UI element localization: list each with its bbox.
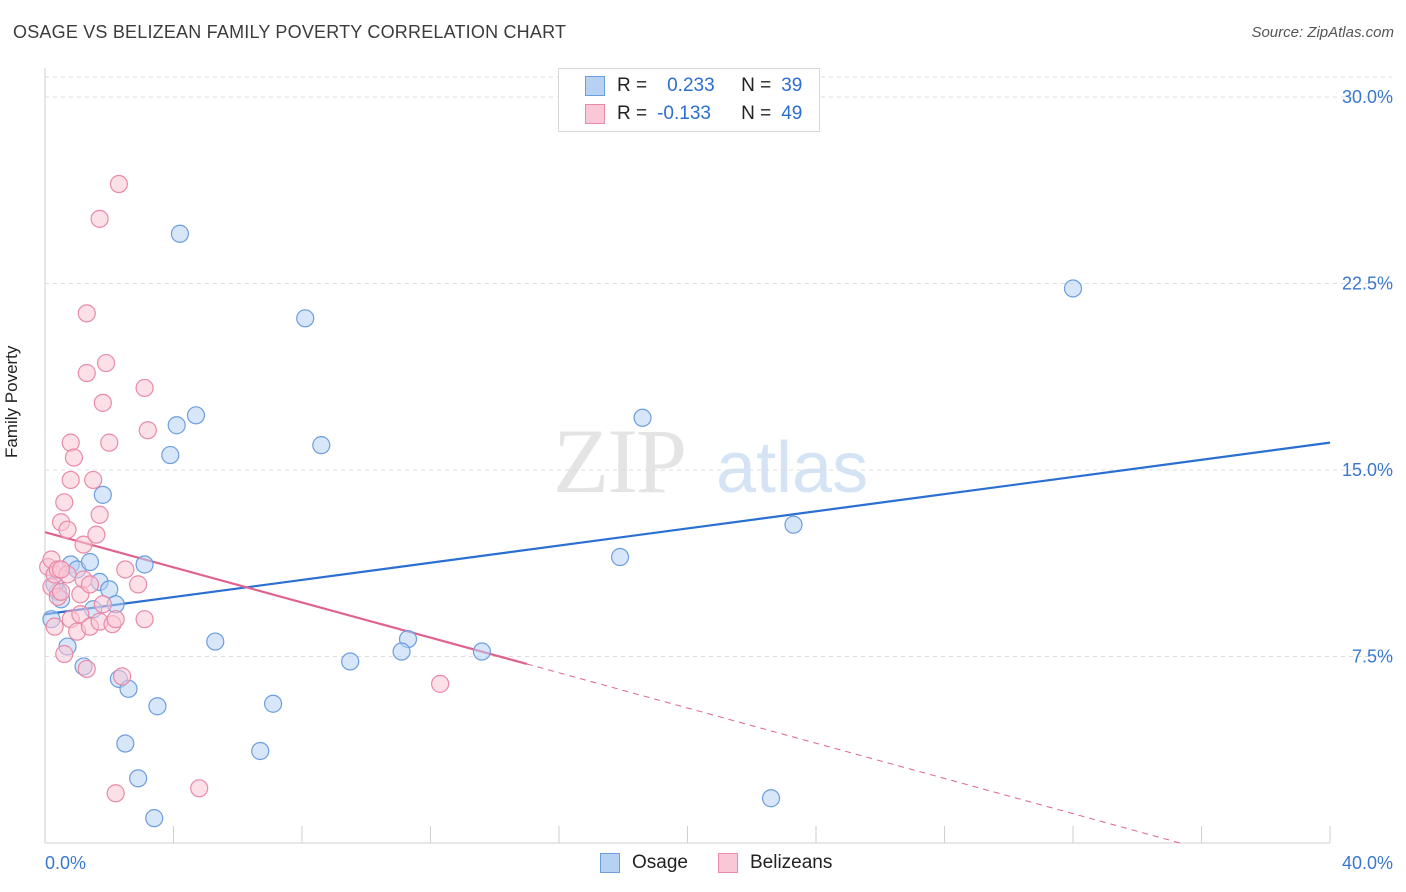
belizean-swatch <box>717 853 738 873</box>
belizean-point <box>51 560 71 579</box>
belizean-point <box>55 493 74 512</box>
legend-r-label: R = <box>617 75 648 96</box>
belizean-point <box>109 174 128 194</box>
watermark-atlas: atlas <box>716 428 868 508</box>
legend-belizeans-label: Belizeans <box>749 852 833 873</box>
belizean-point <box>129 575 148 594</box>
belizean-point <box>45 617 64 636</box>
belizean-point <box>64 448 84 467</box>
osage-point <box>472 642 491 661</box>
legend-r-value: -0.133 <box>657 103 711 124</box>
belizean-point <box>55 644 74 664</box>
y-tick-label: 30.0% <box>1342 87 1393 107</box>
legend-n-value: 39 <box>781 75 803 96</box>
y-tick-label: 7.5% <box>1352 647 1393 667</box>
chart-title: OSAGE VS BELIZEAN FAMILY POVERTY CORRELA… <box>13 22 567 42</box>
y-axis-label: Family Poverty <box>2 345 21 458</box>
belizean-point <box>93 595 112 614</box>
belizean-point <box>93 393 112 412</box>
y-tick-label: 15.0% <box>1342 460 1393 480</box>
belizean-point <box>84 470 103 490</box>
osage-swatch <box>600 853 620 873</box>
belizean-point <box>106 784 125 803</box>
x-tick-label: 0.0% <box>45 853 86 873</box>
osage-point <box>145 809 164 828</box>
belizean-point <box>100 433 119 452</box>
osage-point <box>1063 279 1083 298</box>
belizean-point <box>431 674 450 693</box>
osage-point <box>296 309 315 328</box>
belizean-point <box>51 582 71 601</box>
belizean-point <box>71 605 90 624</box>
x-tick-label: 40.0% <box>1342 853 1393 873</box>
osage-point <box>135 555 154 574</box>
belizean-point <box>74 535 93 554</box>
osage-point <box>148 697 167 716</box>
trend-lines <box>44 441 1331 844</box>
belizean-point <box>112 667 132 686</box>
axes <box>44 68 1331 844</box>
osage-point <box>161 445 180 465</box>
legend-r-value: 0.233 <box>667 75 715 96</box>
correlation-legend: R = 0.233 N = 39 R = -0.133 N = 49 <box>558 68 820 132</box>
belizean-point <box>135 378 154 398</box>
belizean-point <box>106 610 125 629</box>
belizean-point <box>96 353 116 373</box>
belizean-point <box>80 575 100 594</box>
belizean-point <box>87 525 106 544</box>
series-legend: Osage Belizeans <box>600 852 862 874</box>
belizean-point <box>90 505 109 524</box>
belizean-point <box>190 779 209 798</box>
legend-n-value: 49 <box>781 103 803 124</box>
legend-row-belizeans: R = -0.133 N = 49 <box>585 101 802 127</box>
belizean-point <box>116 560 135 579</box>
legend-item-osage: Osage <box>600 852 688 874</box>
osage-point <box>206 632 225 651</box>
osage-point <box>186 406 206 425</box>
legend-osage-label: Osage <box>632 852 688 873</box>
osage-point <box>392 642 411 661</box>
osage-point <box>116 734 135 753</box>
watermark-zip: ZIP <box>553 410 685 512</box>
belizean-trend-extension <box>526 663 1181 844</box>
osage-point <box>263 694 283 713</box>
belizean-point <box>77 304 96 323</box>
osage-point <box>80 552 100 572</box>
grid-lines <box>45 76 1392 657</box>
belizean-point <box>90 209 109 228</box>
osage-point <box>167 416 186 435</box>
legend-row-osage: R = 0.233 N = 39 <box>585 73 802 99</box>
osage-point <box>633 408 652 427</box>
legend-n-label: N = <box>741 103 772 124</box>
legend-n-label: N = <box>741 75 772 96</box>
belizean-point <box>58 520 77 539</box>
osage-point <box>129 769 148 788</box>
belizean-point <box>77 363 96 383</box>
data-points <box>39 174 1083 828</box>
osage-swatch <box>585 76 605 96</box>
belizean-point <box>61 433 80 452</box>
belizean-point <box>135 610 154 629</box>
source-label: Source: ZipAtlas.com <box>1251 24 1394 41</box>
belizean-point <box>77 659 96 679</box>
legend-item-belizeans: Belizeans <box>717 852 833 874</box>
osage-point <box>784 515 803 534</box>
osage-trend-line <box>44 441 1331 616</box>
osage-point <box>312 436 331 455</box>
y-tick-label: 22.5% <box>1342 274 1393 294</box>
osage-point <box>170 224 190 243</box>
watermark: ZIP atlas <box>553 410 868 512</box>
legend-r-label: R = <box>617 103 648 124</box>
belizean-point <box>138 421 157 440</box>
tick-labels: 7.5% 15.0% 22.5% 30.0% 0.0% 40.0% <box>45 87 1393 873</box>
osage-point <box>341 652 360 671</box>
osage-point <box>251 741 270 761</box>
osage-point <box>610 547 630 567</box>
osage-point <box>761 789 781 808</box>
belizean-point <box>61 470 80 490</box>
belizean-swatch <box>585 104 605 124</box>
osage-point <box>93 485 112 504</box>
belizean-trend-line <box>44 531 528 666</box>
